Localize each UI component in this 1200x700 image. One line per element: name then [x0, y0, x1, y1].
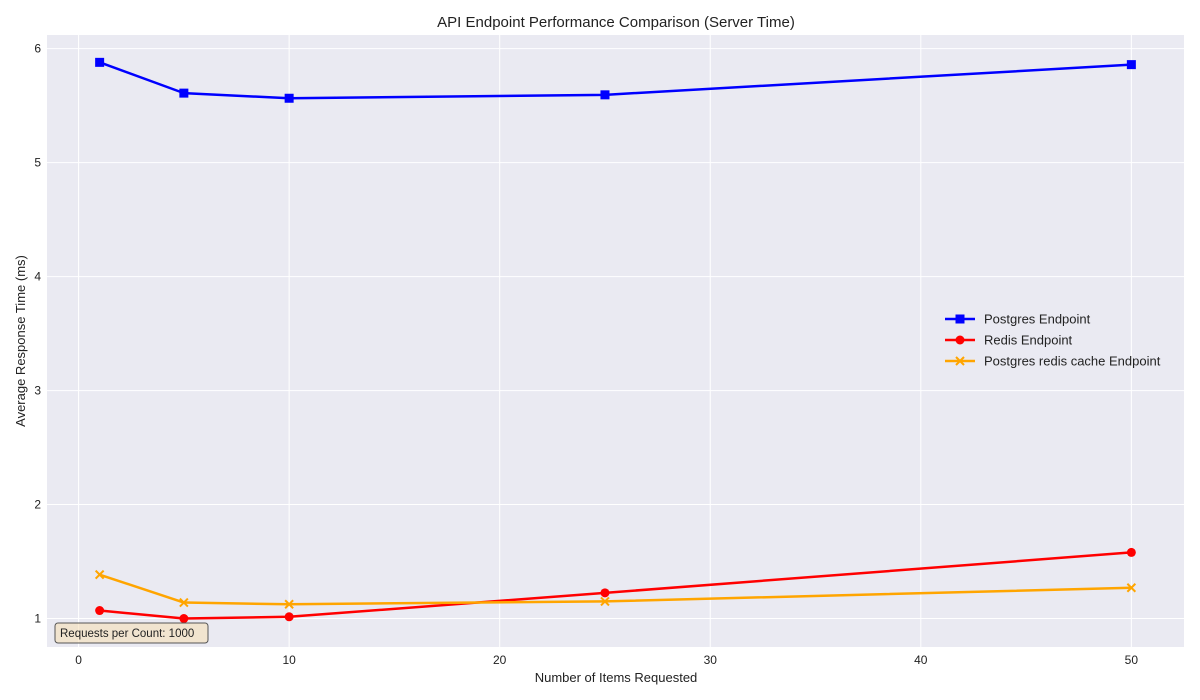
legend-item: Postgres redis cache Endpoint	[945, 354, 1161, 369]
annotation-box: Requests per Count: 1000	[54, 622, 209, 644]
y-tick-label: 2	[34, 498, 41, 512]
legend: Postgres Endpoint Redis Endpoint Postgres …	[945, 312, 1161, 369]
x-tick-label: 30	[704, 653, 718, 667]
data-point	[600, 90, 610, 100]
y-tick-label: 1	[34, 612, 41, 626]
data-point	[1126, 547, 1136, 557]
y-tick-label: 3	[34, 384, 41, 398]
y-axis-ticks: 1 2 3 4 5 6	[34, 42, 41, 626]
data-point	[95, 57, 105, 67]
data-point	[600, 588, 610, 598]
y-tick-label: 4	[34, 270, 41, 284]
legend-marker-stroke	[955, 356, 965, 366]
legend-label: Postgres Endpoint	[984, 312, 1091, 327]
data-point-stroke	[179, 597, 189, 608]
data-point	[95, 606, 105, 616]
x-tick-label: 10	[282, 653, 296, 667]
plot-area	[47, 35, 1184, 647]
y-tick-label: 6	[34, 42, 41, 56]
legend-item: Postgres Endpoint	[945, 312, 1091, 327]
data-point	[1126, 583, 1137, 593]
x-tick-label: 40	[914, 653, 928, 667]
data-point	[284, 599, 294, 609]
x-axis-label: Number of Items Requested	[535, 670, 698, 685]
x-tick-label: 20	[493, 653, 507, 667]
data-point	[1126, 60, 1136, 70]
y-tick-label: 5	[34, 156, 41, 170]
data-point	[94, 569, 105, 580]
x-tick-label: 0	[75, 653, 82, 667]
chart-title: API Endpoint Performance Comparison (Ser…	[437, 14, 795, 31]
data-point	[284, 93, 294, 103]
data-point	[179, 88, 189, 98]
legend-item: Redis Endpoint	[945, 333, 1073, 348]
data-point	[600, 596, 610, 607]
data-point	[284, 612, 294, 622]
data-point-stroke	[1126, 583, 1137, 593]
data-point-stroke	[94, 569, 105, 580]
legend-marker	[955, 335, 965, 345]
annotation-text: Requests per Count: 1000	[60, 628, 194, 640]
x-axis-ticks: 0 10 20 30 40 50	[75, 653, 1138, 667]
data-point-stroke	[284, 599, 294, 609]
data-point-stroke	[600, 596, 610, 607]
series-lines	[94, 57, 1137, 624]
x-tick-label: 50	[1125, 653, 1139, 667]
data-point	[179, 614, 189, 624]
y-axis-label: Average Response Time (ms)	[13, 255, 28, 427]
legend-marker	[955, 314, 965, 324]
annotation-background	[54, 622, 209, 644]
grid-lines	[47, 35, 1184, 647]
legend-label: Redis Endpoint	[984, 333, 1073, 348]
legend-label: Postgres redis cache Endpoint	[984, 354, 1161, 369]
legend-marker	[955, 356, 965, 366]
data-point	[179, 597, 189, 608]
